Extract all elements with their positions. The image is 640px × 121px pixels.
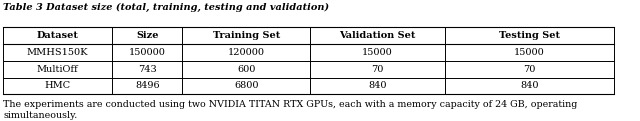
Text: Dataset: Dataset: [36, 31, 79, 40]
Text: 840: 840: [520, 81, 539, 91]
Text: 15000: 15000: [362, 48, 393, 57]
Text: MMHS150K: MMHS150K: [27, 48, 88, 57]
Text: Testing Set: Testing Set: [499, 31, 560, 40]
Text: Table 3 Dataset size (total, training, testing and validation): Table 3 Dataset size (total, training, t…: [3, 3, 330, 12]
Text: 743: 743: [138, 65, 157, 74]
Text: The experiments are conducted using two NVIDIA TITAN RTX GPUs, each with a memor: The experiments are conducted using two …: [3, 100, 577, 120]
Text: 70: 70: [371, 65, 384, 74]
Text: 600: 600: [237, 65, 255, 74]
Text: HMC: HMC: [45, 81, 70, 91]
Text: Size: Size: [136, 31, 159, 40]
Text: 15000: 15000: [514, 48, 545, 57]
Text: Validation Set: Validation Set: [339, 31, 416, 40]
Text: 150000: 150000: [129, 48, 166, 57]
Text: 6800: 6800: [234, 81, 259, 91]
Text: 8496: 8496: [135, 81, 159, 91]
Text: MultiOff: MultiOff: [36, 65, 79, 74]
Text: 70: 70: [524, 65, 536, 74]
Text: Training Set: Training Set: [212, 31, 280, 40]
Text: 840: 840: [369, 81, 387, 91]
Text: 120000: 120000: [228, 48, 265, 57]
